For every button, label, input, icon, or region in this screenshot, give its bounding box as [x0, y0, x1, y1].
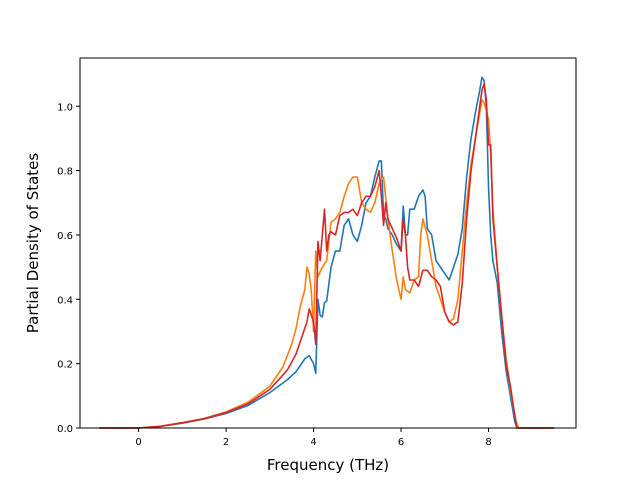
y-tick-label: 0.8: [57, 167, 73, 178]
x-tick-label: 8: [485, 437, 491, 448]
x-axis-label: Frequency (THz): [267, 456, 389, 474]
y-tick-label: 0.6: [57, 231, 73, 242]
y-tick-label: 1.0: [57, 102, 73, 113]
x-tick-label: 4: [310, 437, 316, 448]
series-line-3: [99, 82, 555, 429]
tick-layer: 0 2 4 6 8 0.0 0.2 0.4 0.6 0.8 1.0: [57, 102, 492, 448]
series-line-2: [99, 99, 555, 429]
plot-frame: [79, 57, 577, 429]
x-tick-label: 0: [135, 437, 141, 448]
y-axis-label: Partial Density of States: [24, 153, 42, 334]
x-tick-label: 2: [223, 437, 229, 448]
y-tick-label: 0.2: [57, 360, 73, 371]
x-tick-label: 6: [398, 437, 404, 448]
y-tick-label: 0.4: [57, 295, 73, 306]
series-layer: [99, 76, 555, 429]
y-tick-label: 0.0: [57, 424, 73, 435]
